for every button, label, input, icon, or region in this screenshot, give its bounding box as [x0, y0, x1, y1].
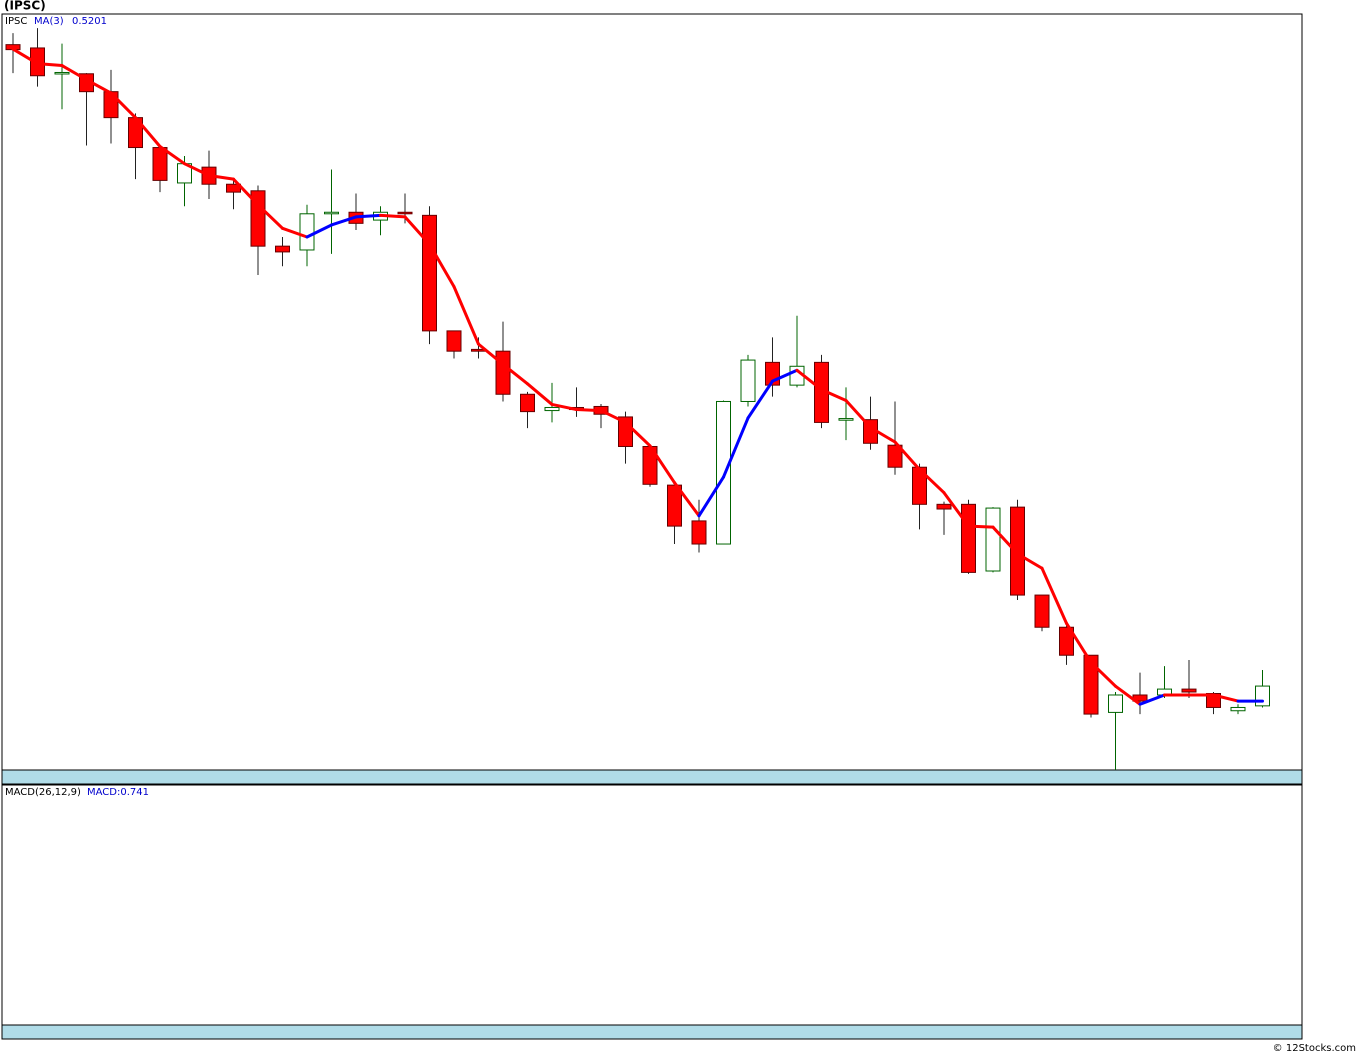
candle-body — [961, 503, 976, 573]
ma-segment — [771, 368, 799, 383]
ma-label: MA(3) — [34, 16, 64, 27]
macd-label: MACD(26,12,9) — [5, 787, 81, 798]
ma-segment — [1065, 621, 1093, 664]
ma-segment — [1212, 693, 1240, 703]
ma-segment — [1114, 684, 1142, 706]
ma-segment — [795, 368, 823, 392]
ma-segment — [1016, 552, 1044, 570]
ma-segment — [722, 416, 750, 479]
candle-body — [1108, 694, 1123, 713]
candle-body — [544, 406, 560, 412]
candle-body — [691, 520, 707, 545]
candle-body — [1083, 654, 1099, 715]
ma-segment — [232, 177, 260, 207]
candle-body — [520, 393, 535, 413]
ma-segment — [36, 62, 64, 68]
ma-segment — [354, 213, 382, 219]
ma-segment — [1138, 693, 1166, 706]
ma-segment — [967, 524, 995, 529]
ma-segment — [452, 285, 480, 346]
ma-segment — [379, 213, 407, 219]
ma-value: 0.5201 — [72, 16, 107, 27]
x-axis-strip — [1, 1024, 1303, 1040]
ma-segment — [158, 145, 186, 166]
candle-body — [446, 330, 462, 352]
candle-body — [30, 47, 45, 77]
candle-body — [1181, 688, 1197, 693]
ma-segment — [648, 444, 676, 485]
candle-body — [1010, 506, 1025, 596]
ma-segment — [673, 481, 701, 518]
x-axis-strip — [1, 769, 1303, 785]
ma-segment — [1089, 660, 1117, 688]
ma-segment — [501, 362, 529, 386]
ma-segment — [477, 342, 505, 366]
ma-segment — [697, 475, 725, 518]
ma-segment — [820, 388, 848, 402]
ma-segment — [109, 91, 137, 120]
ma-segment — [60, 64, 88, 82]
ma-segment — [575, 408, 603, 413]
ma-segment — [281, 226, 309, 239]
candle-body — [936, 503, 952, 510]
ma-segment — [305, 223, 333, 239]
ma-segment — [624, 420, 652, 448]
candle-body — [985, 507, 1001, 572]
ma-segment — [550, 402, 578, 412]
ma-segment — [991, 525, 1019, 556]
candle-body — [152, 147, 168, 181]
ma-segment — [183, 162, 211, 177]
candle-body — [299, 213, 315, 251]
page-title: (IPSC) — [4, 0, 46, 13]
candle-body — [103, 91, 119, 119]
ma-segment — [526, 382, 554, 406]
candle-body — [1230, 706, 1246, 712]
candle-body — [838, 418, 854, 421]
candle-body — [250, 190, 266, 247]
ma-segment — [256, 203, 284, 230]
candle-body — [887, 444, 903, 468]
symbol-label: IPSC — [5, 16, 27, 27]
ma-segment — [893, 440, 921, 471]
ma-segment — [11, 47, 39, 66]
candle-body — [422, 214, 437, 332]
ma-segment — [746, 379, 774, 420]
ma-segment — [942, 491, 970, 528]
ma-segment — [207, 173, 235, 181]
macd-value: MACD:0.741 — [87, 787, 149, 798]
price-panel — [1, 13, 1303, 771]
ma-segment — [1040, 566, 1068, 625]
candle-body — [495, 350, 511, 395]
candle-body — [1255, 685, 1270, 707]
ma-segment — [134, 116, 162, 149]
ma-segment — [844, 398, 872, 430]
candle-body — [324, 211, 339, 215]
candle-body — [1059, 626, 1074, 656]
ma-segment — [428, 242, 456, 289]
candle-body — [275, 245, 290, 253]
candle-body — [716, 400, 731, 545]
ma-segment — [599, 409, 627, 424]
ma-segment — [85, 78, 113, 95]
ma-segment — [869, 426, 897, 444]
candle-body — [397, 211, 413, 215]
ma-segment — [918, 467, 946, 495]
candle-body — [740, 359, 756, 402]
candle-body — [54, 71, 70, 75]
ma-segment — [330, 215, 358, 227]
ma-segment — [403, 215, 431, 246]
candle-body — [1034, 594, 1050, 628]
footer: © 12Stocks.com — [1273, 1043, 1356, 1054]
macd-panel — [1, 784, 1303, 1026]
